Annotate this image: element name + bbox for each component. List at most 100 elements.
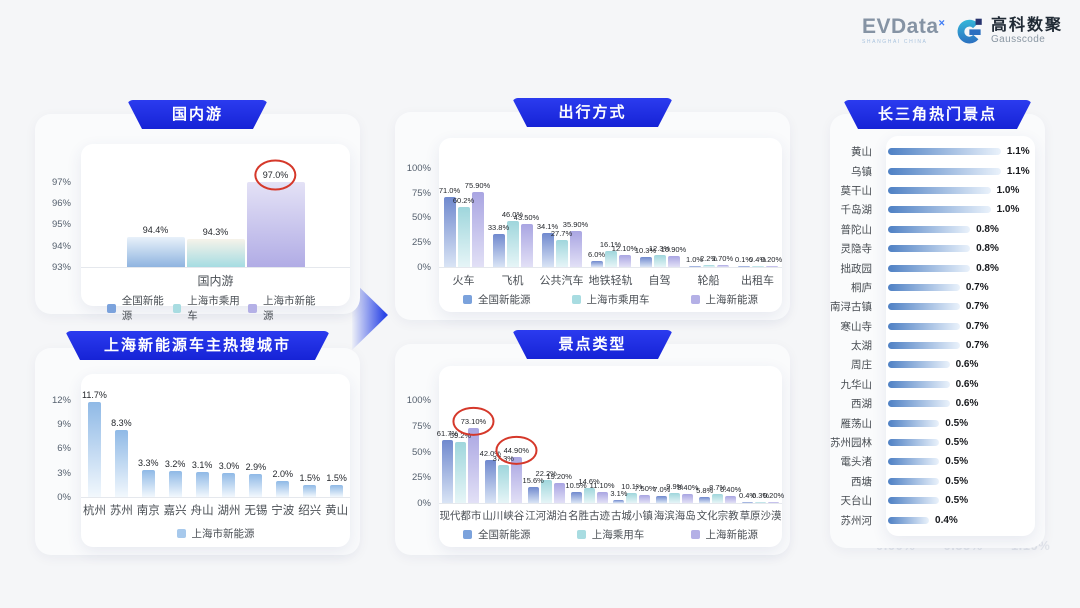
hbar-row: 西湖 0.6% xyxy=(830,394,1045,413)
hbar-name: 苏州园林 xyxy=(830,437,872,450)
bar xyxy=(506,221,519,267)
bar-column: 22.2% xyxy=(536,469,557,503)
bar-value-label: 33.8% xyxy=(487,222,510,232)
legend-swatch-icon xyxy=(690,530,700,539)
chart-content: 61.7% 59.2% 73.10% 42.0% 37.3% 44.90% 15.6% 22.… xyxy=(437,366,784,542)
banner-domestic-travel: 国内游 xyxy=(127,100,268,129)
x-axis-label: 湖州 xyxy=(217,505,241,517)
bar xyxy=(742,502,754,503)
bar-group: 33.8% 46.0% 43.50% xyxy=(487,162,539,267)
bar-column: 2.9% xyxy=(246,462,266,497)
hbar-row: 太湖 0.7% xyxy=(830,336,1045,355)
bar-column: 12.3% xyxy=(649,244,670,267)
hbar-bar xyxy=(888,497,940,505)
bar-column: 5.8% xyxy=(696,486,713,503)
bar-value-label: 2.9% xyxy=(245,461,267,472)
y-axis-tick: 25% xyxy=(411,472,431,484)
bar-value-label: 14.6% xyxy=(578,477,600,486)
y-axis-tick: 50% xyxy=(411,212,431,224)
hbar-row: 苏州河 0.4% xyxy=(830,510,1045,529)
bar-value-label: 71.0% xyxy=(438,185,461,195)
bar-group: 2.9% xyxy=(242,396,269,497)
bar-group: 5.8% 8.7% 6.40% xyxy=(696,394,741,503)
bar xyxy=(246,181,305,267)
bar-group: 71.0% 60.2% 75.90% xyxy=(438,162,490,267)
bar-value-label: 5.8% xyxy=(696,486,714,496)
bar-column: 61.7% xyxy=(437,429,458,503)
hbar-row: 千岛湖 1.0% xyxy=(830,200,1045,219)
hbar-name: 南浔古镇 xyxy=(830,301,872,314)
bar xyxy=(457,207,470,267)
bar xyxy=(87,402,101,497)
y-axis-tick: 0% xyxy=(417,262,431,273)
evdata-superscript: × xyxy=(938,17,945,30)
bar xyxy=(669,492,681,503)
hbar-row: 雁荡山 0.5% xyxy=(830,413,1045,432)
hbar-bar xyxy=(888,264,971,272)
hbar-value-label: 1.0% xyxy=(996,204,1020,216)
legend-item: 上海市乘用车 xyxy=(571,292,650,307)
bar-column: 35.90% xyxy=(563,220,588,267)
bar xyxy=(441,439,453,503)
bar xyxy=(613,499,625,503)
hbar-value-label: 0.6% xyxy=(955,359,979,371)
bar xyxy=(471,191,484,267)
legend-item: 上海乘用车 xyxy=(576,527,644,542)
banner-attraction-types: 景点类型 xyxy=(512,330,673,359)
chart-content: 94.4% 94.3% 97.0% 国内游 全国新能源 上海市乘用车 上海市新能源 xyxy=(81,144,350,323)
x-axis-label: 海滨海岛 xyxy=(653,510,696,522)
legend-label: 全国新能源 xyxy=(121,295,164,322)
evdata-text: EVData xyxy=(862,15,939,38)
bar-value-label: 10.3% xyxy=(634,245,657,255)
hbar-row: 普陀山 0.8% xyxy=(830,220,1045,239)
bar xyxy=(716,265,729,267)
bar-value-label: 1.5% xyxy=(326,472,347,483)
bar xyxy=(590,261,603,267)
bar-column: 16.1% xyxy=(600,240,621,267)
bar-value-label: 7.0% xyxy=(653,484,671,494)
bar-column: 7.0% xyxy=(653,485,670,503)
bar xyxy=(520,223,533,267)
x-axis-label: 草原沙漠 xyxy=(739,510,782,522)
bar xyxy=(653,254,666,267)
bar-column: 19.20% xyxy=(546,472,572,503)
bar-value-label: 35.90% xyxy=(562,220,589,230)
bar xyxy=(751,266,764,267)
legend-label: 全国新能源 xyxy=(478,529,531,541)
hbar-value-label: 0.5% xyxy=(945,495,969,507)
hbar-name: 電头渚 xyxy=(840,456,873,469)
hbar-bar xyxy=(888,400,950,408)
hbar-bar xyxy=(888,148,1001,156)
bar-column: 10.3% xyxy=(635,246,656,267)
bar xyxy=(699,497,711,503)
bar-column: 14.6% xyxy=(578,477,600,503)
bar-column: 3.1% xyxy=(610,489,627,503)
bar-column: 10.5% xyxy=(565,481,587,503)
bar-group: 42.0% 37.3% 44.90% xyxy=(480,394,529,503)
bar xyxy=(553,483,565,503)
bar-column: 10.1% xyxy=(621,482,643,503)
bar-column: 0.4% xyxy=(749,255,766,267)
x-axis-label: 火车 xyxy=(452,275,475,287)
hbar-name: 千岛湖 xyxy=(840,204,873,217)
hbar-bar xyxy=(888,206,991,214)
bar xyxy=(126,237,185,267)
bar-value-label: 46.0% xyxy=(501,210,524,220)
x-axis-label: 嘉兴 xyxy=(163,505,187,517)
bar-group: 1.5% xyxy=(296,396,323,497)
bar-column: 34.1% xyxy=(537,222,558,267)
bar-column: 0.1% xyxy=(735,255,752,267)
bar xyxy=(569,231,582,267)
x-axis-label: 绍兴 xyxy=(298,505,322,517)
g-mark-icon xyxy=(957,18,982,44)
y-axis: 93% 94% 95% 96% 97% xyxy=(39,170,75,273)
bar xyxy=(682,494,694,503)
bar xyxy=(702,264,715,267)
bar-column: 15.6% xyxy=(523,476,544,503)
bar xyxy=(249,473,263,497)
bar xyxy=(141,470,155,497)
legend-item: 全国新能源 xyxy=(463,292,531,307)
x-axis-label: 飞机 xyxy=(501,275,524,287)
bar xyxy=(604,251,617,267)
